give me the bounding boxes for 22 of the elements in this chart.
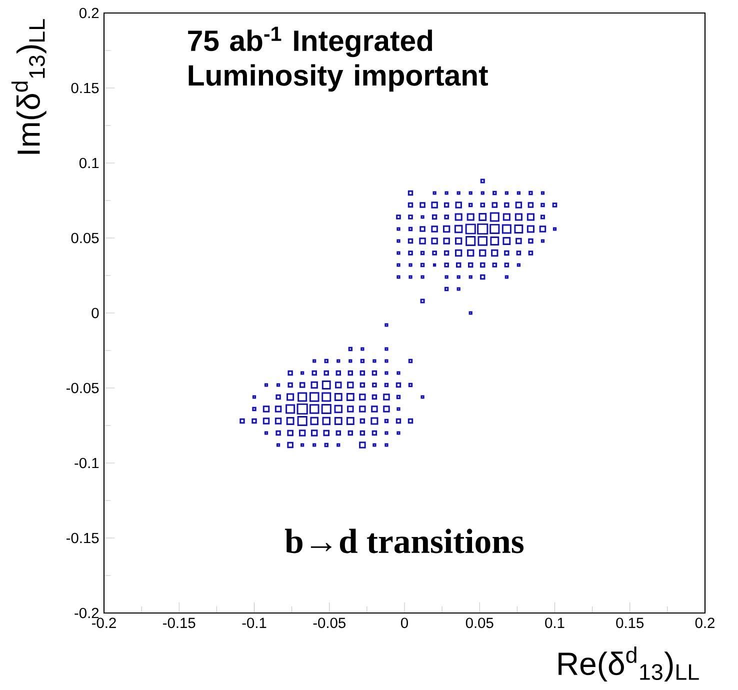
x-tick-label: 0.1 [545, 618, 564, 628]
x-tick-label: 0.05 [466, 618, 494, 628]
y-axis-title: Im(δ$^{d}$$_{13}$)$_{LL}$ [11, 19, 46, 154]
x-tick-label: 0.2 [695, 618, 714, 628]
y-tick-label: 0 [92, 308, 99, 318]
x-tick-label: 0.15 [616, 618, 644, 628]
x-tick-label: -0.15 [163, 618, 196, 628]
y-tick-label: -0.2 [74, 608, 99, 618]
y-tick-label: 0.15 [71, 82, 99, 94]
y-tick-label: 0.1 [79, 158, 99, 168]
y-tick-label: 0.05 [71, 232, 99, 244]
annotation: 75 ab$^{-1}$ Integrated Luminosity important [188, 26, 488, 92]
x-tick-label: 0 [400, 618, 408, 628]
x-axis-title: Re(δ$^{d}$$_{13}$)$_{LL}$ [558, 646, 699, 682]
x-tick-label: -0.05 [313, 618, 346, 628]
annotation: b→d transitions [285, 528, 524, 554]
y-tick-label: -0.05 [66, 382, 99, 394]
x-tick-label: -0.1 [242, 618, 266, 628]
y-tick-label: -0.15 [66, 532, 99, 544]
x-tick-label: -0.2 [92, 618, 116, 628]
y-tick-label: -0.1 [74, 458, 99, 468]
y-tick-label: 0.2 [79, 8, 99, 18]
